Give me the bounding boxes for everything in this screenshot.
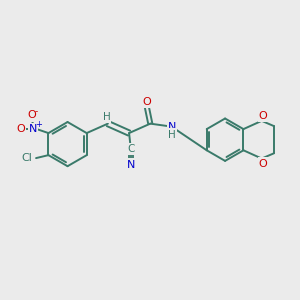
Text: -: - <box>35 107 38 116</box>
Text: H: H <box>168 130 176 140</box>
Text: O: O <box>259 158 268 169</box>
Text: N: N <box>29 124 37 134</box>
Text: O: O <box>27 110 36 120</box>
Text: O: O <box>142 97 151 106</box>
Text: N: N <box>168 122 176 132</box>
Text: Cl: Cl <box>21 153 32 163</box>
Text: N: N <box>127 160 135 170</box>
Text: +: + <box>35 120 42 129</box>
Text: O: O <box>16 124 25 134</box>
Text: H: H <box>103 112 110 122</box>
Text: C: C <box>128 144 135 154</box>
Text: O: O <box>259 111 268 121</box>
